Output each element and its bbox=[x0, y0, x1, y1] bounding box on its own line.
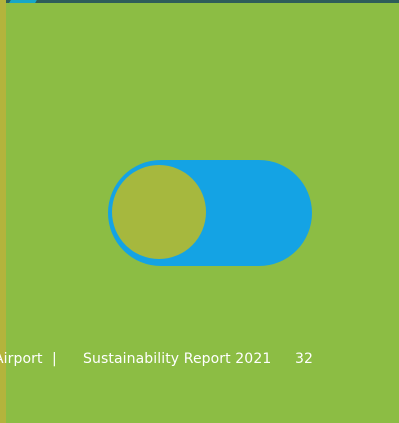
top-accent bbox=[9, 0, 37, 3]
toggle-switch-graphic bbox=[108, 160, 312, 266]
top-band bbox=[0, 0, 399, 3]
footer-separator: | bbox=[52, 351, 57, 367]
footer-organization: Airport bbox=[0, 351, 43, 367]
footer-page-number: 32 bbox=[295, 351, 314, 367]
page-footer: Airport | Sustainability Report 2021 32 bbox=[0, 349, 325, 369]
toggle-knob bbox=[112, 165, 206, 259]
left-edge-strip bbox=[0, 0, 6, 423]
footer-report-title: Sustainability Report 2021 bbox=[83, 351, 272, 367]
